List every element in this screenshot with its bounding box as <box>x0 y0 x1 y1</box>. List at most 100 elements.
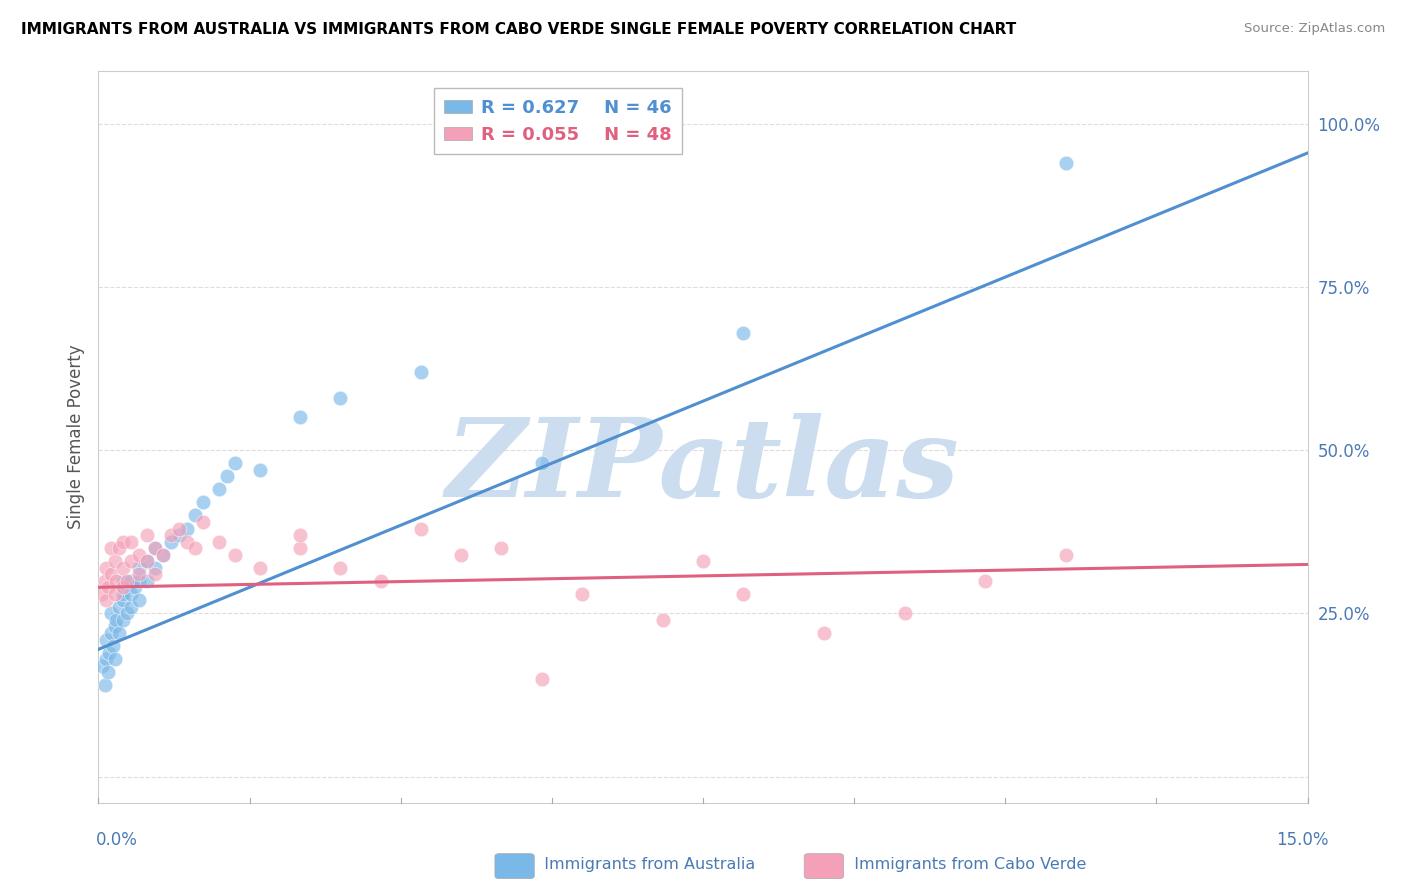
Point <box>249 463 271 477</box>
Text: Source: ZipAtlas.com: Source: ZipAtlas.com <box>1244 22 1385 36</box>
Point <box>111 580 134 594</box>
Point <box>571 587 593 601</box>
Text: Immigrants from Cabo Verde: Immigrants from Cabo Verde <box>844 857 1085 872</box>
Point <box>111 593 134 607</box>
Point <box>97 665 120 680</box>
Point <box>167 528 190 542</box>
Point <box>128 560 150 574</box>
Point <box>120 599 142 614</box>
Point <box>409 365 432 379</box>
Point <box>94 678 117 692</box>
Point <box>208 483 231 497</box>
Point <box>94 574 117 588</box>
Point <box>974 574 997 588</box>
Point <box>135 574 157 588</box>
Point <box>733 326 755 340</box>
Point <box>120 574 142 588</box>
Point <box>288 410 311 425</box>
Point <box>733 587 755 601</box>
Point <box>103 554 125 568</box>
Point <box>105 613 128 627</box>
Point <box>329 391 352 405</box>
Point <box>97 646 120 660</box>
Legend: R = 0.627    N = 46, R = 0.055    N = 48: R = 0.627 N = 46, R = 0.055 N = 48 <box>433 87 682 154</box>
Point <box>491 541 513 555</box>
Point <box>409 521 432 535</box>
Text: ZIPatlas: ZIPatlas <box>446 413 960 520</box>
Point <box>450 548 472 562</box>
Point <box>135 528 157 542</box>
Point <box>143 541 166 555</box>
Point <box>143 567 166 582</box>
Point <box>288 528 311 542</box>
Point <box>111 534 134 549</box>
Point <box>651 613 673 627</box>
Point <box>103 652 125 666</box>
Point <box>128 593 150 607</box>
Point <box>120 534 142 549</box>
Point <box>224 548 246 562</box>
Point <box>217 469 239 483</box>
Point <box>128 548 150 562</box>
Point <box>1054 155 1077 169</box>
Point <box>111 587 134 601</box>
Point <box>530 456 553 470</box>
Point <box>111 613 134 627</box>
Point <box>184 508 207 523</box>
Point <box>96 560 118 574</box>
Point <box>193 495 215 509</box>
Point <box>124 580 146 594</box>
Point <box>91 587 114 601</box>
Point <box>120 587 142 601</box>
Point <box>128 574 150 588</box>
Point <box>208 534 231 549</box>
Text: 0.0%: 0.0% <box>96 831 138 849</box>
Point <box>692 554 714 568</box>
Point <box>152 548 174 562</box>
Point <box>100 541 122 555</box>
Point <box>120 554 142 568</box>
Point <box>184 541 207 555</box>
Point <box>103 619 125 633</box>
Point <box>249 560 271 574</box>
Point <box>91 658 114 673</box>
Point <box>176 521 198 535</box>
Point <box>111 560 134 574</box>
Point <box>143 560 166 574</box>
Point <box>111 574 134 588</box>
Point <box>160 528 183 542</box>
Text: 15.0%: 15.0% <box>1277 831 1329 849</box>
Point <box>100 607 122 621</box>
Point <box>813 626 835 640</box>
Point <box>176 534 198 549</box>
Point <box>100 626 122 640</box>
Point <box>135 554 157 568</box>
Point <box>167 521 190 535</box>
Point <box>115 607 138 621</box>
Point <box>107 541 129 555</box>
Point <box>115 574 138 588</box>
Text: Immigrants from Australia: Immigrants from Australia <box>534 857 755 872</box>
Point <box>101 639 124 653</box>
Point <box>1054 548 1077 562</box>
Point <box>103 587 125 601</box>
Point <box>329 560 352 574</box>
Point <box>107 626 129 640</box>
Point <box>97 580 120 594</box>
Point <box>152 548 174 562</box>
Point <box>530 672 553 686</box>
Point <box>370 574 392 588</box>
Point <box>288 541 311 555</box>
Point <box>143 541 166 555</box>
Point <box>224 456 246 470</box>
Point <box>128 567 150 582</box>
Y-axis label: Single Female Poverty: Single Female Poverty <box>66 345 84 529</box>
Point <box>107 599 129 614</box>
Point <box>193 515 215 529</box>
Point <box>96 652 118 666</box>
Point <box>96 593 118 607</box>
Text: IMMIGRANTS FROM AUSTRALIA VS IMMIGRANTS FROM CABO VERDE SINGLE FEMALE POVERTY CO: IMMIGRANTS FROM AUSTRALIA VS IMMIGRANTS … <box>21 22 1017 37</box>
Point <box>96 632 118 647</box>
Point <box>105 574 128 588</box>
Point <box>160 534 183 549</box>
